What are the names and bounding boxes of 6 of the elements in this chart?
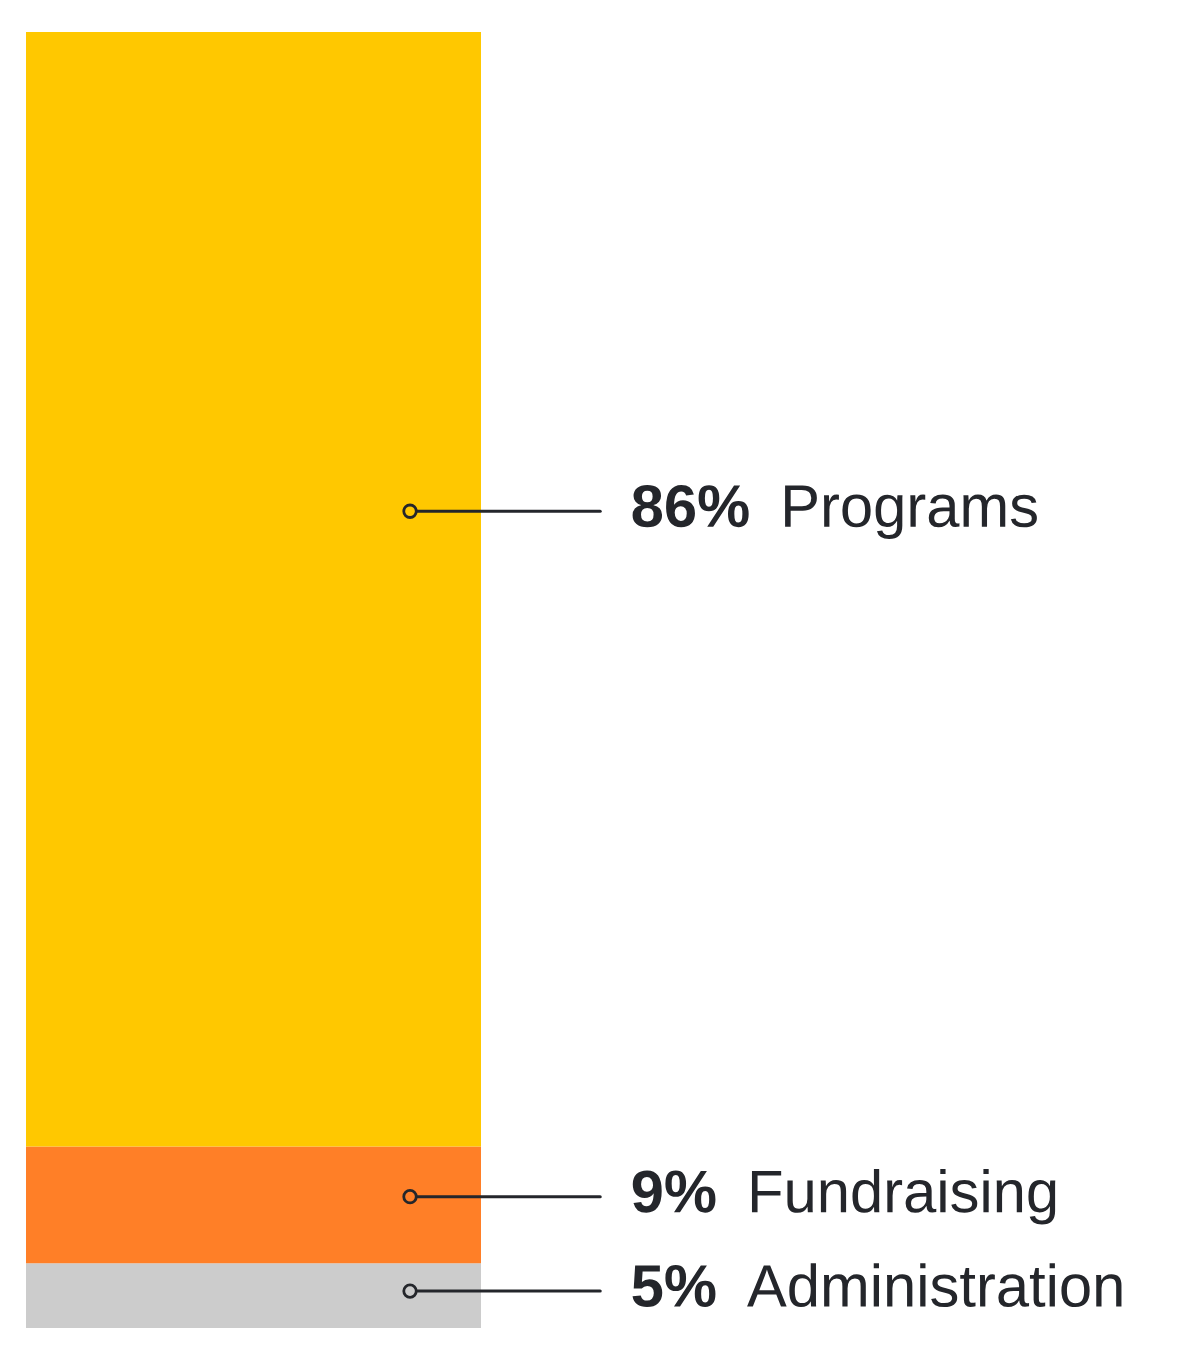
text: Administration <box>747 1263 1122 1308</box>
text: Fundraising <box>751 1168 1056 1225</box>
data-label: 5% <box>632 1264 716 1308</box>
data-label: 86% <box>632 485 749 528</box>
text: Programs <box>785 485 1037 540</box>
data-label: 9% <box>632 1170 716 1213</box>
